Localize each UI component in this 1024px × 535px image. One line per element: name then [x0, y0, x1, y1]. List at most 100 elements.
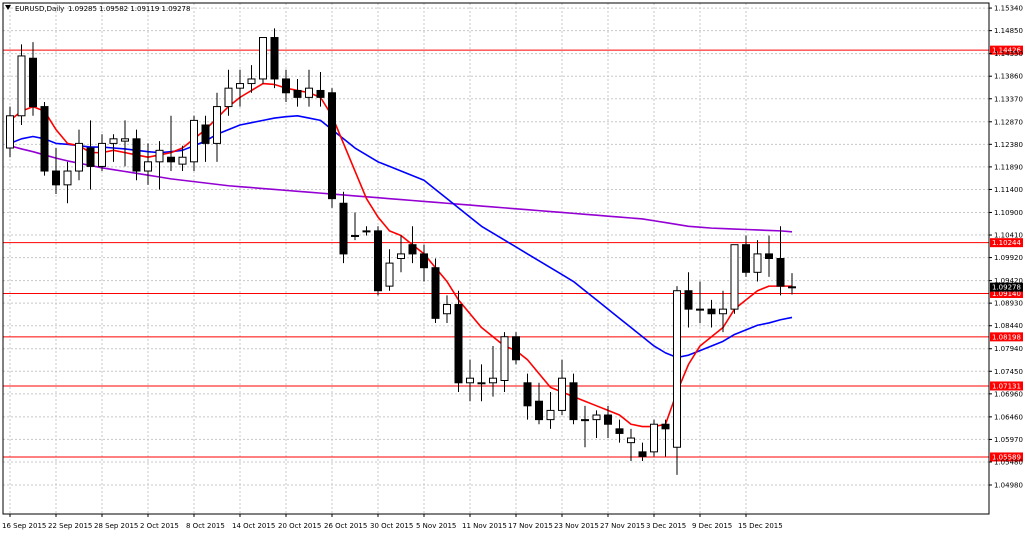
candle-body-bull [213, 106, 221, 144]
candle[interactable] [293, 78, 302, 107]
candle[interactable] [673, 286, 681, 475]
candle-body-bull [558, 377, 566, 411]
candle-body-bull [236, 83, 244, 89]
candle[interactable] [178, 145, 187, 172]
candle-body-bull [627, 437, 635, 444]
candle[interactable] [558, 359, 566, 416]
candle[interactable] [144, 143, 152, 185]
candle[interactable] [259, 37, 267, 84]
candle[interactable] [431, 258, 440, 323]
candle[interactable] [489, 345, 497, 397]
candle[interactable] [40, 101, 49, 176]
collapse-triangle-icon[interactable] [5, 5, 11, 10]
level-label-bg [990, 288, 1023, 298]
candle[interactable] [17, 44, 26, 125]
candle-body-bull [155, 149, 164, 163]
candle-body-bear [512, 336, 520, 361]
candle[interactable] [776, 226, 785, 296]
ma-slow-line [9, 144, 793, 233]
candle[interactable] [742, 235, 750, 277]
candle[interactable] [385, 249, 394, 291]
candle[interactable] [190, 115, 198, 172]
x-tick-label: 20 Oct 2015 [278, 522, 321, 530]
candle[interactable] [512, 332, 520, 365]
candle[interactable] [236, 69, 244, 107]
candle[interactable] [270, 28, 279, 89]
grid-layer [3, 3, 989, 514]
candle-body-bull [190, 119, 198, 163]
candle[interactable] [316, 72, 325, 107]
candle[interactable] [98, 134, 106, 172]
candle[interactable] [661, 419, 670, 457]
x-tick-label: 26 Oct 2015 [324, 522, 367, 530]
candle[interactable] [351, 212, 359, 241]
level-label-bg [990, 381, 1023, 391]
candle[interactable] [466, 359, 474, 402]
y-tick-label: 1.06960 [994, 390, 1023, 398]
candle-body-bear [374, 230, 382, 292]
candle[interactable] [224, 69, 233, 116]
candle[interactable] [362, 226, 371, 236]
candle[interactable] [109, 134, 118, 162]
candle[interactable] [420, 244, 428, 282]
candle[interactable] [339, 191, 348, 264]
candle[interactable] [696, 281, 704, 323]
candle[interactable] [615, 419, 624, 443]
candle[interactable] [535, 382, 543, 425]
candle[interactable] [684, 272, 693, 328]
candles[interactable] [6, 28, 796, 475]
candle[interactable] [604, 405, 612, 439]
candle[interactable] [213, 92, 221, 162]
candle[interactable] [788, 273, 796, 295]
candle[interactable] [753, 240, 762, 282]
candle[interactable] [86, 120, 95, 190]
y-tick-label: 1.11890 [994, 163, 1023, 171]
candle[interactable] [29, 42, 37, 116]
candle-body-bear [167, 156, 175, 163]
candle[interactable] [546, 392, 555, 429]
candle[interactable] [707, 299, 716, 328]
candle[interactable] [75, 129, 83, 181]
candle[interactable] [523, 373, 532, 420]
candle[interactable] [201, 115, 210, 162]
candle[interactable] [592, 410, 601, 439]
candle[interactable] [247, 65, 256, 93]
x-tick-label: 3 Dec 2015 [646, 522, 686, 530]
candle[interactable] [569, 373, 578, 425]
candle[interactable] [638, 442, 647, 462]
candle[interactable] [328, 88, 336, 208]
current-price-label: 1.09278 [992, 284, 1021, 292]
candle[interactable] [477, 364, 486, 402]
y-tick-label: 1.06460 [994, 413, 1023, 421]
candle[interactable] [52, 148, 60, 195]
candle-body-bear [52, 170, 60, 186]
y-tick-label: 1.10900 [994, 209, 1023, 217]
candle[interactable] [167, 115, 175, 172]
candle[interactable] [63, 161, 72, 204]
candle[interactable] [581, 405, 589, 448]
candle[interactable] [397, 235, 405, 273]
candle-body-bear [742, 244, 750, 273]
candle[interactable] [443, 295, 451, 323]
candle[interactable] [6, 106, 14, 158]
candle-body-bear [40, 106, 49, 172]
candle-body-bull [753, 253, 762, 273]
candle[interactable] [408, 226, 417, 264]
candle[interactable] [650, 419, 658, 457]
candle[interactable] [730, 244, 739, 314]
candle-body-bear [431, 267, 440, 319]
candle[interactable] [132, 129, 141, 181]
candle-body-bull [696, 308, 704, 311]
candle[interactable] [155, 141, 164, 190]
x-tick-label: 15 Dec 2015 [738, 522, 783, 530]
candle[interactable] [305, 69, 313, 107]
candle[interactable] [719, 290, 727, 333]
candle[interactable] [121, 120, 129, 167]
candle[interactable] [374, 226, 382, 296]
candle[interactable] [454, 290, 463, 393]
candle[interactable] [282, 69, 290, 102]
candle[interactable] [627, 428, 635, 462]
candle[interactable] [500, 332, 509, 393]
candle[interactable] [765, 235, 773, 277]
